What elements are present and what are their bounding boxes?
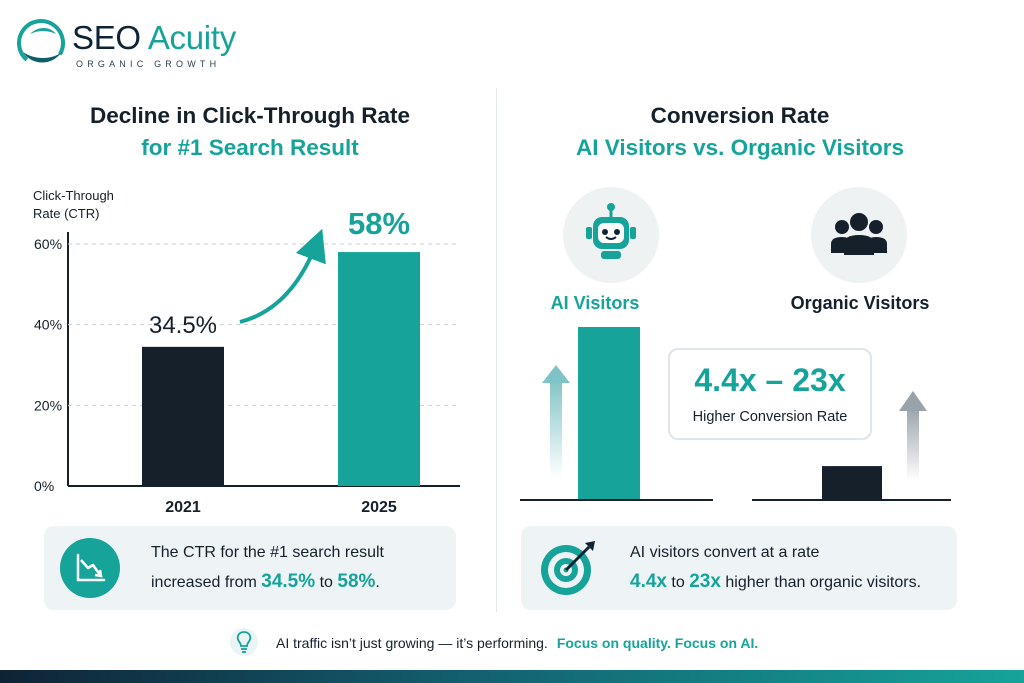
ctr-y-axis-label: Click-Through xyxy=(33,188,114,203)
conversion-title: Conversion Rate xyxy=(650,103,830,128)
ctr-x-tick-label: 2025 xyxy=(361,499,397,516)
ctr-data-label: 58% xyxy=(348,206,410,241)
conversion-bar-organic xyxy=(822,466,882,499)
brand-name: SEO Acuity xyxy=(72,19,236,56)
ctr-y-tick-label: 60% xyxy=(34,236,62,252)
lightbulb-icon xyxy=(229,625,259,659)
ctr-bar-chart: 0% 20% 40% 60% 2021 34.5% 2025 58% xyxy=(34,206,460,516)
ctr-y-tick-label: 0% xyxy=(34,478,54,494)
organic-visitors-label: Organic Visitors xyxy=(790,293,930,313)
ctr-subtitle: for #1 Search Result xyxy=(141,135,359,160)
ai-visitors-label: AI Visitors xyxy=(550,293,640,313)
ctr-callout-line1: The CTR for the #1 search result xyxy=(151,544,384,561)
panel-divider xyxy=(496,88,497,612)
ctr-bar-2021 xyxy=(142,346,224,486)
conversion-bar-chart xyxy=(520,327,951,501)
conversion-callout-line1: AI visitors convert at a rate xyxy=(630,544,820,561)
logo-icon xyxy=(17,19,65,67)
conversion-bar-ai xyxy=(578,327,640,499)
ctr-y-tick-label: 20% xyxy=(34,397,62,413)
target-icon xyxy=(537,537,599,599)
conversion-callout xyxy=(521,526,957,610)
ctr-y-tick-label: 40% xyxy=(34,317,62,333)
organic-up-arrow xyxy=(899,391,927,481)
ctr-bar-2025 xyxy=(338,252,420,486)
brand-tagline: ORGANIC GROWTH xyxy=(76,59,221,69)
conversion-callout-line2: 4.4x to 23x higher than organic visitors… xyxy=(630,571,922,592)
ctr-data-label: 34.5% xyxy=(149,312,217,339)
ctr-title: Decline in Click-Through Rate xyxy=(89,103,411,128)
footer-message: AI traffic isn’t just growing — it’s per… xyxy=(276,635,759,651)
ctr-growth-arrow xyxy=(239,228,326,324)
ratio-caption: Higher Conversion Rate xyxy=(692,409,848,425)
ctr-x-tick-label: 2021 xyxy=(165,499,201,516)
ctr-callout-line2: increased from 34.5% to 58%. xyxy=(151,571,380,592)
ratio-value: 4.4x – 23x xyxy=(694,362,846,398)
ai-up-arrow xyxy=(542,365,570,478)
trend-chart-icon xyxy=(60,538,120,598)
footer-highlight: Focus on quality. Focus on AI. xyxy=(556,635,759,651)
robot-icon xyxy=(563,187,659,283)
people-group-icon xyxy=(811,187,907,283)
bottom-gradient-bar xyxy=(0,670,1024,683)
conversion-subtitle: AI Visitors vs. Organic Visitors xyxy=(575,135,905,160)
ratio-callout-box xyxy=(668,348,872,440)
ctr-y-axis-label-line2: Rate (CTR) xyxy=(33,206,100,221)
